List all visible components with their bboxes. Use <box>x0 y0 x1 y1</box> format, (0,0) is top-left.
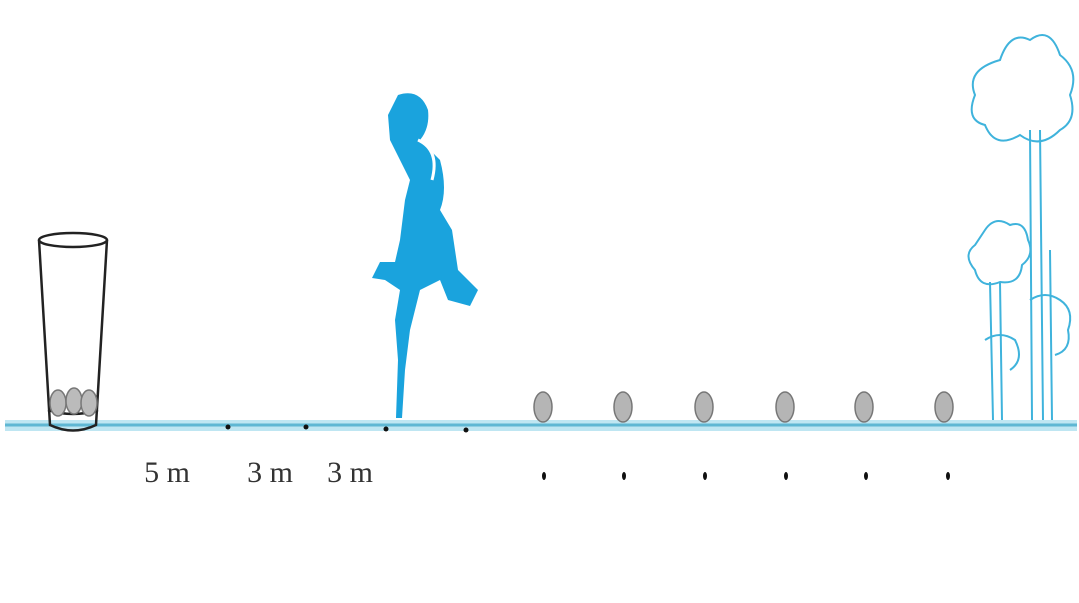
distance-label: 3 m <box>327 456 373 489</box>
page: {"labels": ["5 m", "3 m", "3 m"]} 5 m 3 … <box>0 0 1079 598</box>
distance-label: 3 m <box>247 456 293 489</box>
glass-potatoes <box>50 388 97 416</box>
potatoes <box>534 392 953 422</box>
diagram: 5 m 3 m 3 m <box>0 0 1079 598</box>
distance-label: 5 m <box>144 456 190 489</box>
potato-marks <box>542 472 950 480</box>
runner <box>372 93 478 418</box>
trees <box>969 35 1074 420</box>
